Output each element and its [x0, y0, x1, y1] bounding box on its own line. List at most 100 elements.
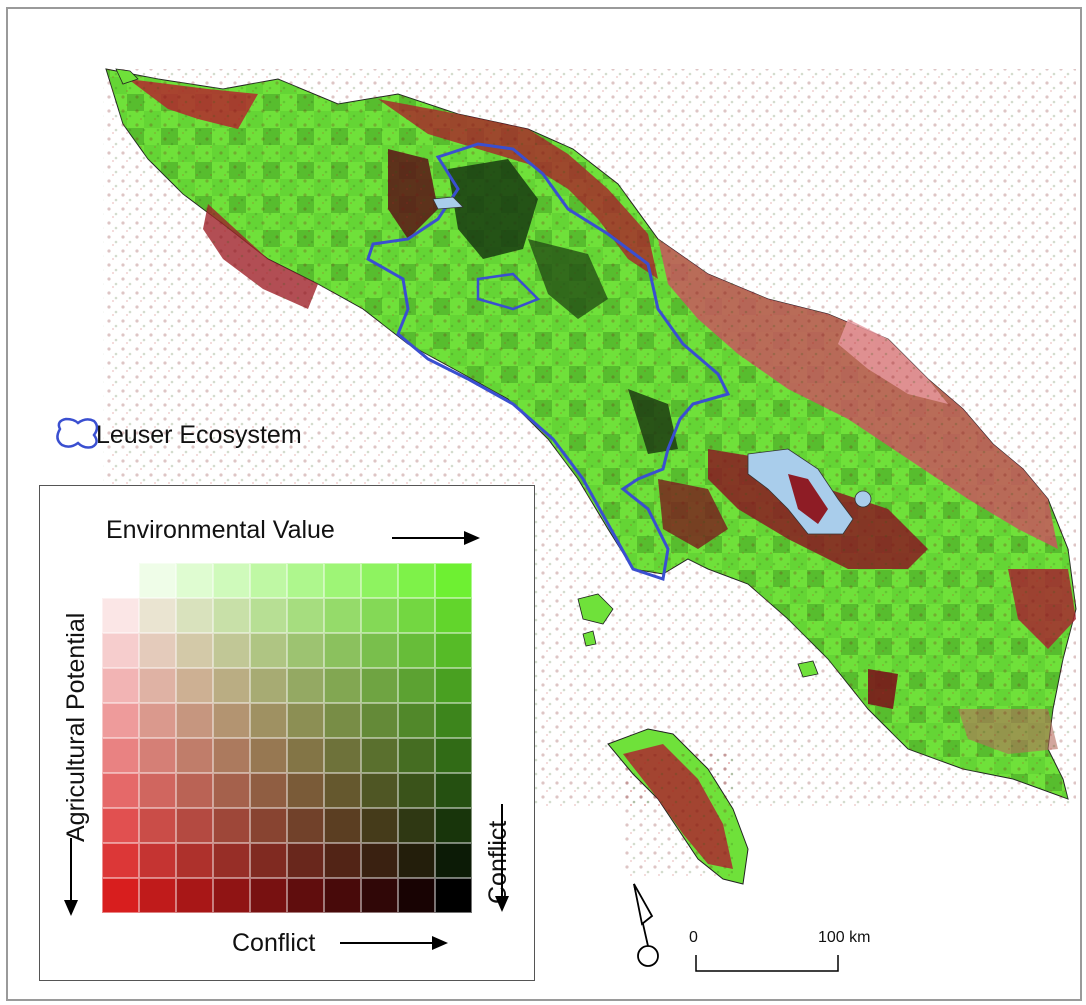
legend-color-cell: [250, 703, 287, 738]
legend-color-cell: [361, 598, 398, 633]
legend-color-cell: [102, 843, 139, 878]
legend-color-cell: [324, 633, 361, 668]
legend-color-cell: [139, 633, 176, 668]
legend-color-cell: [398, 703, 435, 738]
legend-color-cell: [398, 598, 435, 633]
legend-color-cell: [176, 773, 213, 808]
legend-color-cell: [435, 738, 472, 773]
ecosystem-legend-label: Leuser Ecosystem: [96, 421, 302, 449]
legend-color-cell: [139, 773, 176, 808]
legend-color-cell: [324, 598, 361, 633]
legend-color-cell: [361, 773, 398, 808]
legend-color-cell: [324, 843, 361, 878]
legend-color-cell: [139, 808, 176, 843]
legend-color-cell: [102, 808, 139, 843]
legend-color-cell: [398, 843, 435, 878]
small-island: [797, 660, 819, 678]
legend-color-cell: [176, 843, 213, 878]
legend-color-cell: [213, 633, 250, 668]
legend-color-cell: [398, 738, 435, 773]
legend-color-cell: [213, 563, 250, 598]
legend-y-axis-label: Agricultural Potential: [62, 612, 90, 842]
legend-color-cell: [250, 773, 287, 808]
legend-color-cell: [324, 703, 361, 738]
scale-bar: [695, 955, 839, 972]
legend-color-cell: [361, 668, 398, 703]
north-arrow-icon: [633, 883, 659, 967]
legend-color-cell: [287, 738, 324, 773]
legend-color-cell: [287, 773, 324, 808]
legend-color-cell: [176, 563, 213, 598]
legend-color-cell: [139, 563, 176, 598]
legend-color-cell: [139, 738, 176, 773]
legend-color-cell: [435, 633, 472, 668]
legend-color-cell: [250, 808, 287, 843]
legend-color-cell: [398, 808, 435, 843]
legend-color-cell: [287, 703, 324, 738]
legend-color-cell: [139, 878, 176, 913]
legend-color-cell: [398, 633, 435, 668]
legend-color-cell: [102, 668, 139, 703]
legend-color-cell: [102, 878, 139, 913]
legend-color-cell: [435, 808, 472, 843]
legend-bottom-arrow-icon: [340, 936, 448, 950]
legend-conflict-label-bottom: Conflict: [232, 929, 316, 957]
leuser-ecosystem-inner: [476, 272, 541, 311]
legend-color-cell: [213, 738, 250, 773]
legend-color-cell: [213, 878, 250, 913]
legend-color-cell: [287, 843, 324, 878]
legend-color-cell: [287, 878, 324, 913]
legend-color-cell: [213, 843, 250, 878]
legend-color-cell: [250, 738, 287, 773]
legend-color-cell: [435, 878, 472, 913]
legend-color-cell: [250, 598, 287, 633]
legend-color-cell: [398, 563, 435, 598]
legend-color-cell: [361, 843, 398, 878]
legend-color-cell: [287, 563, 324, 598]
legend-color-cell: [398, 668, 435, 703]
legend-color-cell: [361, 808, 398, 843]
ecosystem-legend-icon: [56, 417, 99, 449]
legend-color-cell: [176, 808, 213, 843]
legend-color-cell: [324, 738, 361, 773]
sumatra-map: [56, 68, 1077, 972]
legend-color-cell: [250, 563, 287, 598]
legend-color-cell: [361, 878, 398, 913]
legend-color-cell: [102, 563, 139, 598]
lake-laut-tawar: [432, 196, 464, 210]
bivariate-color-grid: [102, 563, 472, 913]
legend-color-cell: [287, 668, 324, 703]
legend-y-arrow-icon: [64, 838, 78, 916]
legend-color-cell: [139, 703, 176, 738]
legend-color-cell: [176, 668, 213, 703]
legend-color-cell: [287, 598, 324, 633]
legend-right-arrow-icon: [495, 804, 509, 912]
conflict-zones: [448, 159, 678, 454]
legend-color-cell: [250, 668, 287, 703]
legend-color-cell: [324, 773, 361, 808]
legend-color-cell: [213, 808, 250, 843]
legend-color-cell: [324, 563, 361, 598]
legend-color-cell: [324, 808, 361, 843]
legend-color-cell: [435, 668, 472, 703]
legend-color-cell: [213, 773, 250, 808]
scale-end-label: 100 km: [818, 929, 871, 946]
legend-color-cell: [398, 878, 435, 913]
legend-color-cell: [287, 633, 324, 668]
legend-color-cell: [176, 738, 213, 773]
legend-color-cell: [361, 738, 398, 773]
legend-color-cell: [435, 773, 472, 808]
legend-color-cell: [324, 878, 361, 913]
legend-color-cell: [361, 633, 398, 668]
lake-toba: [747, 448, 872, 535]
bivariate-legend: Environmental Value Agricultural Potenti…: [39, 485, 535, 981]
legend-color-cell: [176, 703, 213, 738]
legend-color-cell: [361, 703, 398, 738]
legend-color-cell: [213, 598, 250, 633]
legend-x-arrow-icon: [392, 531, 480, 545]
legend-color-cell: [435, 703, 472, 738]
nias-island: [607, 728, 749, 885]
legend-color-cell: [213, 703, 250, 738]
legend-color-cell: [435, 563, 472, 598]
legend-color-cell: [139, 843, 176, 878]
